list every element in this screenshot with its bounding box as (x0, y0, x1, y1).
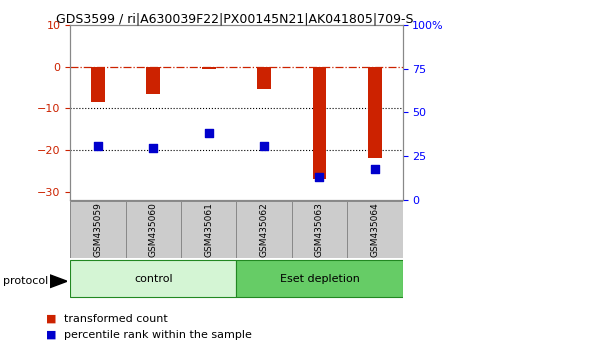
Bar (91, 67, 105, 102)
FancyBboxPatch shape (347, 201, 403, 258)
Text: transformed count: transformed count (64, 314, 168, 324)
FancyBboxPatch shape (70, 261, 236, 297)
FancyBboxPatch shape (126, 201, 181, 258)
Text: control: control (134, 274, 173, 284)
FancyBboxPatch shape (181, 201, 236, 258)
Text: Eset depletion: Eset depletion (279, 274, 359, 284)
Text: GSM435062: GSM435062 (260, 202, 268, 257)
Polygon shape (50, 275, 67, 287)
Text: ■: ■ (46, 314, 56, 324)
FancyBboxPatch shape (70, 201, 126, 258)
Text: GSM435060: GSM435060 (149, 202, 158, 257)
Bar (257, 67, 271, 90)
Bar (312, 67, 326, 179)
FancyBboxPatch shape (237, 201, 292, 258)
Bar (146, 67, 160, 93)
Text: ■: ■ (46, 330, 56, 339)
FancyBboxPatch shape (292, 201, 347, 258)
Point (148, 145, 158, 151)
Text: GDS3599 / ri|A630039F22|PX00145N21|AK041805|709-S: GDS3599 / ri|A630039F22|PX00145N21|AK041… (56, 12, 414, 25)
Point (315, 174, 325, 180)
Text: GSM435063: GSM435063 (315, 202, 324, 257)
Point (259, 143, 269, 149)
Point (93, 143, 102, 149)
Bar (202, 67, 215, 69)
Text: percentile rank within the sample: percentile rank within the sample (64, 330, 252, 339)
FancyBboxPatch shape (237, 261, 403, 297)
Text: protocol: protocol (3, 276, 48, 286)
Text: GSM435059: GSM435059 (93, 202, 102, 257)
Text: GSM435061: GSM435061 (204, 202, 213, 257)
Point (204, 130, 213, 136)
Bar (368, 67, 382, 158)
Point (370, 166, 380, 172)
Text: GSM435064: GSM435064 (370, 202, 379, 257)
